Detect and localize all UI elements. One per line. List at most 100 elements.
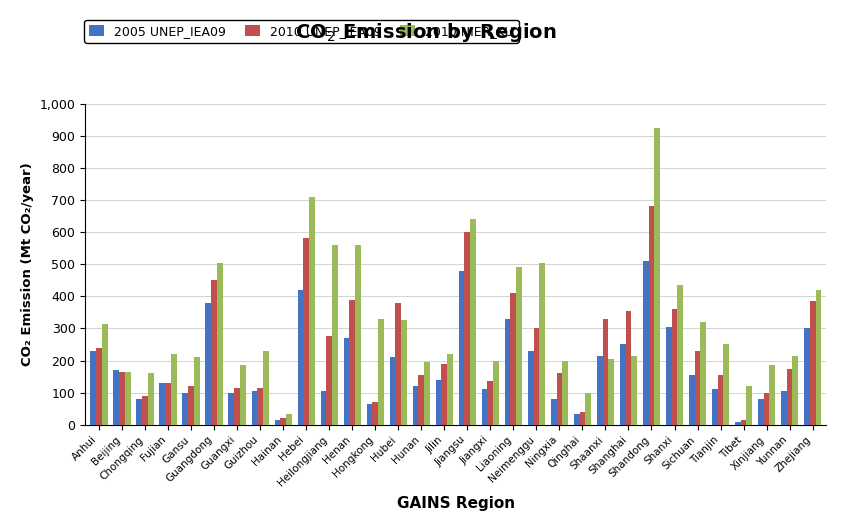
Bar bbox=[389, 357, 395, 425]
Bar bbox=[401, 320, 407, 425]
Bar bbox=[441, 364, 447, 425]
Bar bbox=[447, 354, 453, 425]
Bar bbox=[125, 372, 130, 425]
Bar bbox=[228, 393, 234, 425]
Bar bbox=[165, 383, 171, 425]
Bar bbox=[182, 393, 188, 425]
Bar bbox=[648, 206, 654, 425]
Bar bbox=[671, 309, 677, 425]
Bar bbox=[516, 267, 522, 425]
Bar bbox=[159, 383, 165, 425]
Legend: 2005 UNEP_IEA09, 2010 UNEP_IEA09, 2010 NIER_KU: 2005 UNEP_IEA09, 2010 UNEP_IEA09, 2010 N… bbox=[84, 20, 519, 43]
Bar bbox=[188, 386, 194, 425]
Bar bbox=[297, 290, 303, 425]
Bar bbox=[148, 373, 153, 425]
Bar bbox=[320, 391, 326, 425]
Bar bbox=[274, 420, 280, 425]
Bar bbox=[303, 238, 309, 425]
Bar bbox=[412, 386, 418, 425]
Bar bbox=[792, 356, 798, 425]
Bar bbox=[723, 344, 729, 425]
Bar bbox=[171, 354, 176, 425]
Bar bbox=[585, 393, 591, 425]
Bar bbox=[194, 357, 199, 425]
Bar bbox=[309, 197, 315, 425]
Bar bbox=[556, 373, 562, 425]
Bar bbox=[90, 351, 96, 425]
Bar bbox=[470, 219, 476, 425]
Bar bbox=[355, 245, 361, 425]
Bar bbox=[643, 261, 648, 425]
Bar bbox=[694, 351, 700, 425]
Bar bbox=[96, 348, 102, 425]
Bar bbox=[510, 293, 516, 425]
Bar bbox=[781, 391, 786, 425]
Bar bbox=[493, 361, 499, 425]
Bar bbox=[712, 390, 717, 425]
Bar bbox=[758, 399, 763, 425]
Bar bbox=[217, 263, 222, 425]
Bar bbox=[527, 351, 533, 425]
Bar bbox=[349, 299, 355, 425]
Bar bbox=[631, 356, 637, 425]
Bar bbox=[395, 303, 401, 425]
Bar bbox=[481, 390, 487, 425]
Bar bbox=[240, 365, 245, 425]
Bar bbox=[602, 319, 608, 425]
Bar bbox=[740, 420, 746, 425]
Bar bbox=[119, 372, 125, 425]
Bar bbox=[763, 393, 769, 425]
Bar bbox=[378, 319, 384, 425]
Bar bbox=[654, 127, 660, 425]
Bar bbox=[113, 370, 119, 425]
Bar bbox=[263, 351, 268, 425]
Bar bbox=[539, 263, 545, 425]
Bar bbox=[286, 413, 291, 425]
Bar bbox=[464, 232, 470, 425]
Bar bbox=[815, 290, 821, 425]
Bar bbox=[136, 399, 142, 425]
Bar bbox=[418, 375, 424, 425]
Bar bbox=[205, 303, 211, 425]
Bar bbox=[332, 245, 338, 425]
Bar bbox=[573, 413, 579, 425]
Bar bbox=[257, 388, 263, 425]
Bar bbox=[234, 388, 240, 425]
Bar bbox=[458, 270, 464, 425]
Bar bbox=[746, 386, 752, 425]
Bar bbox=[620, 344, 625, 425]
Bar bbox=[504, 319, 510, 425]
Bar bbox=[435, 380, 441, 425]
Bar bbox=[343, 338, 349, 425]
Bar bbox=[809, 301, 815, 425]
Bar bbox=[251, 391, 257, 425]
Bar bbox=[735, 422, 740, 425]
Bar bbox=[424, 362, 430, 425]
Bar bbox=[366, 404, 372, 425]
Bar bbox=[700, 322, 706, 425]
Bar bbox=[608, 359, 614, 425]
Bar bbox=[326, 337, 332, 425]
Bar bbox=[666, 327, 671, 425]
Bar bbox=[487, 381, 493, 425]
Bar bbox=[625, 311, 631, 425]
Bar bbox=[579, 412, 585, 425]
Bar bbox=[562, 361, 568, 425]
Y-axis label: CO₂ Emission (Mt CO₂/year): CO₂ Emission (Mt CO₂/year) bbox=[21, 162, 34, 366]
Bar bbox=[596, 356, 602, 425]
Bar bbox=[372, 402, 378, 425]
Bar bbox=[211, 280, 217, 425]
Bar bbox=[142, 396, 148, 425]
Bar bbox=[689, 375, 694, 425]
Bar bbox=[804, 328, 809, 425]
Bar bbox=[677, 285, 683, 425]
Text: CO$_2$ Emission by Region: CO$_2$ Emission by Region bbox=[296, 21, 556, 44]
Bar bbox=[786, 369, 792, 425]
Bar bbox=[102, 324, 107, 425]
Bar bbox=[717, 375, 723, 425]
Bar bbox=[550, 399, 556, 425]
Bar bbox=[533, 328, 539, 425]
X-axis label: GAINS Region: GAINS Region bbox=[397, 496, 515, 511]
Bar bbox=[280, 419, 286, 425]
Bar bbox=[769, 365, 775, 425]
